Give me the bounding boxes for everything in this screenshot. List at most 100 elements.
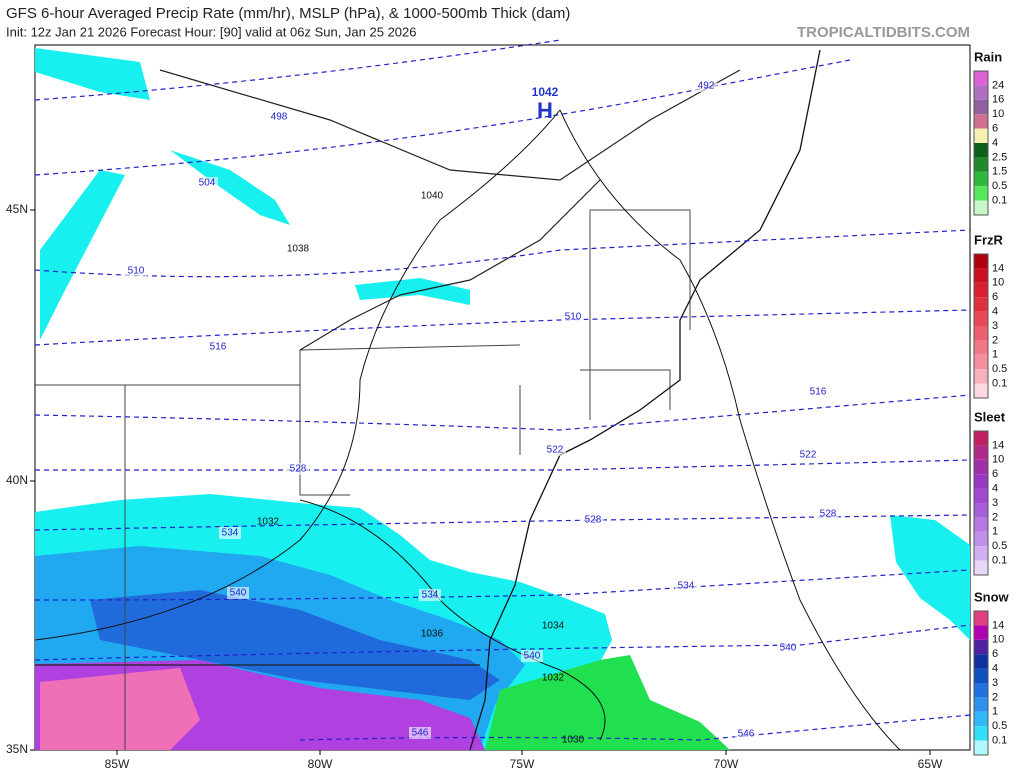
high-value: 1042: [532, 85, 559, 99]
legend-label: 4: [992, 483, 998, 495]
map-layer: [34, 39, 971, 751]
legend-swatch: [974, 297, 988, 312]
legend-swatch: [974, 488, 988, 503]
thickness-label: 540: [524, 651, 541, 662]
legend-swatch: [974, 431, 988, 446]
lon-label: 70W: [714, 757, 739, 771]
legend-label: 0.5: [992, 363, 1007, 375]
legend-swatch: [974, 157, 988, 172]
legend-swatch: [974, 560, 988, 575]
lake-effect: [170, 150, 290, 225]
legend-label: 3: [992, 497, 998, 509]
thickness-label: 546: [412, 728, 429, 739]
thickness-label: 510: [565, 312, 582, 323]
label-bg: [125, 265, 147, 277]
thickness-label: 528: [820, 509, 837, 520]
lon-label: 80W: [308, 757, 333, 771]
legend-swatch: [974, 186, 988, 201]
legend-swatch: [974, 71, 988, 86]
pressure-label: 1034: [542, 621, 565, 632]
label-bg: [695, 80, 717, 92]
thickness-contours: [34, 39, 971, 741]
legend-box: [973, 430, 989, 576]
legend-swatch: [974, 726, 988, 741]
legend-box: [973, 253, 989, 399]
label-bg: [219, 527, 241, 539]
legend-swatch: [974, 369, 988, 384]
label-bg: [227, 587, 249, 599]
lat-label: 40N: [6, 473, 28, 487]
legend-label: 3: [992, 677, 998, 689]
legend-label: 4: [992, 306, 998, 318]
label-bg: [521, 650, 543, 662]
legend-label: 0.1: [992, 735, 1007, 747]
legend-label: 6: [992, 648, 998, 660]
legend-swatch: [974, 114, 988, 129]
label-bg: [419, 589, 441, 601]
legend-swatch: [974, 683, 988, 698]
legend-label: 2: [992, 691, 998, 703]
thickness-label: 528: [585, 515, 602, 526]
legend-label: 16: [992, 94, 1004, 106]
thickness-label: 534: [422, 590, 439, 601]
thickness-label: 528: [290, 464, 307, 475]
legend-label: 0.1: [992, 195, 1007, 207]
legend-label: 24: [992, 79, 1004, 91]
label-bg: [207, 341, 229, 353]
legend-label: 1: [992, 526, 998, 538]
legend-swatch: [974, 625, 988, 640]
thickness-label: 546: [738, 729, 755, 740]
legend-swatch: [974, 354, 988, 370]
thickness-label: 510: [128, 266, 145, 277]
pressure-label: 1036: [421, 629, 444, 640]
lat-label: 45N: [6, 202, 28, 216]
label-bg: [817, 508, 839, 520]
snow-heavy: [90, 590, 500, 700]
label-bg: [287, 463, 309, 475]
legend-swatch: [974, 697, 988, 712]
legend-swatch: [974, 143, 988, 158]
legend-label: 2: [992, 334, 998, 346]
legend-label: 4: [992, 137, 998, 149]
legend-label: 2: [992, 511, 998, 523]
thickness-label: 534: [678, 581, 695, 592]
label-bg: [735, 728, 757, 740]
legend-swatch: [974, 459, 988, 475]
site-name: TROPICALTIDBITS.COM: [797, 24, 970, 41]
map-title: GFS 6-hour Averaged Precip Rate (mm/hr),…: [6, 5, 570, 22]
legend-swatch: [974, 445, 988, 460]
legend-title: Sleet: [974, 409, 1006, 424]
thickness-label: 540: [780, 643, 797, 654]
legend-swatch: [974, 531, 988, 547]
thickness-label: 498: [271, 112, 288, 123]
label-bg: [544, 444, 566, 456]
state-borders: [35, 209, 691, 750]
legend-label: 4: [992, 663, 998, 675]
legend-swatch: [974, 200, 988, 215]
snow-northwest: [35, 48, 150, 100]
lake-effect-ontario: [355, 278, 470, 305]
lake-effect-west: [40, 170, 125, 340]
legend-box: [973, 70, 989, 216]
legend-swatch: [974, 740, 988, 755]
label-bg: [268, 111, 290, 123]
rain-band: [485, 655, 730, 750]
pressure-label: 1040: [421, 191, 444, 202]
legend-swatch: [974, 654, 988, 669]
legend-swatch: [974, 503, 988, 518]
snow-offshore: [890, 515, 970, 640]
legend-label: 0.5: [992, 180, 1007, 192]
legend-label: 1: [992, 706, 998, 718]
thickness-label: 516: [210, 342, 227, 353]
label-bg: [797, 449, 819, 461]
label-bg: [582, 514, 604, 526]
label-bg: [807, 386, 829, 398]
legend-swatch: [974, 326, 988, 341]
legend-swatch: [974, 611, 988, 626]
legend-swatch: [974, 711, 988, 727]
legend-swatch: [974, 282, 988, 298]
legend-label: 1: [992, 349, 998, 361]
legend-label: 14: [992, 439, 1004, 451]
legend-swatch: [974, 474, 988, 489]
